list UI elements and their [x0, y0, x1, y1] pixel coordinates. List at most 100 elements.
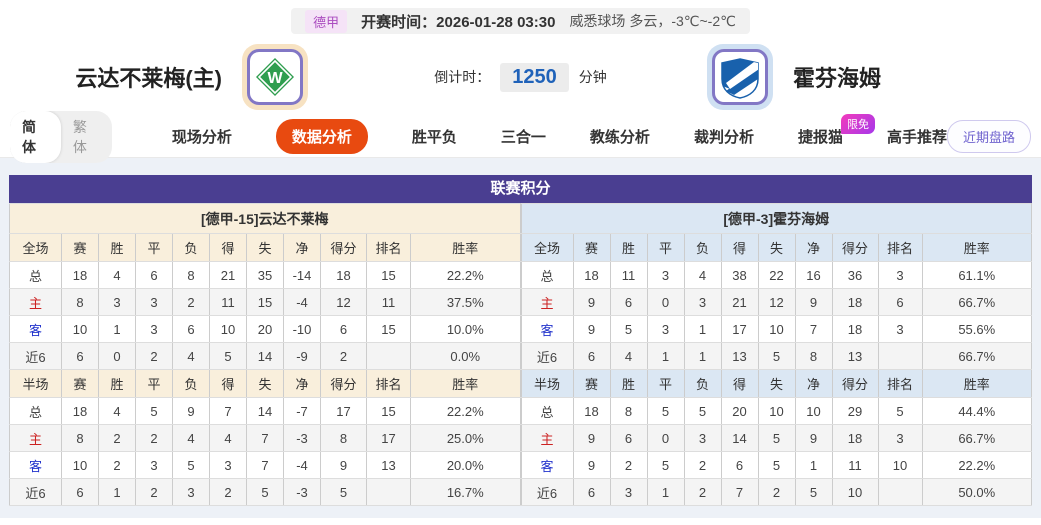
stats-cell: 18	[831, 288, 879, 316]
stats-cell: 2	[209, 478, 247, 506]
stats-cell: 20	[246, 315, 284, 343]
stats-cell: 14	[720, 424, 759, 452]
stats-cell: -10	[283, 315, 321, 343]
stats-cell: 6	[320, 315, 367, 343]
col-header-half-9: 排名	[366, 369, 411, 398]
stats-cell: 3	[683, 288, 722, 316]
stats-row: 客 9 2 5 2 6 5 1 11 10 22.2%	[520, 451, 1032, 479]
stats-cell: 近6	[9, 342, 62, 370]
home-team-name: 云达不莱梅(主)	[75, 66, 222, 91]
col-header-half-2: 胜	[609, 369, 648, 398]
stats-cell: 5	[794, 478, 833, 506]
home-subtitle: [德甲-15]云达不莱梅	[9, 203, 521, 234]
stats-cell: 17	[720, 315, 759, 343]
stats-cell: 37.5%	[410, 288, 521, 316]
stats-cell: 3	[135, 451, 173, 479]
stats-cell: 5	[135, 397, 173, 425]
stats-cell: 2	[609, 451, 648, 479]
tab-expert-recommend[interactable]: 高手推荐	[886, 129, 947, 146]
stats-cell: 2	[135, 478, 173, 506]
stats-cell: 4	[683, 261, 722, 289]
tab-win-draw-lose[interactable]: 胜平负	[411, 129, 457, 146]
stats-cell: 主	[520, 288, 574, 316]
stats-cell: 客	[520, 451, 574, 479]
stats-cell: 3	[172, 478, 210, 506]
stats-cell: 1	[98, 478, 136, 506]
stats-row: 总 18 8 5 5 20 10 10 29 5 44.4%	[520, 397, 1032, 425]
stats-cell: 10	[61, 451, 99, 479]
col-header-half-5: 得	[209, 369, 247, 398]
stats-cell: 近6	[520, 342, 574, 370]
col-header-half-8: 得分	[320, 369, 367, 398]
col-header-full-0: 全场	[9, 233, 62, 262]
tab-jiebao-cat[interactable]: 捷报猫 限免	[798, 114, 875, 147]
col-header-half-4: 负	[172, 369, 210, 398]
stats-cell: 5	[320, 478, 367, 506]
stats-cell: 55.6%	[921, 315, 1032, 343]
stats-cell: 15	[366, 261, 411, 289]
stats-cell: 66.7%	[921, 288, 1032, 316]
stats-cell: 6	[172, 315, 210, 343]
col-header-half-6: 失	[246, 369, 284, 398]
stats-cell: 21	[720, 288, 759, 316]
kickoff-label: 开赛时间：	[361, 13, 437, 31]
stats-cell: 5	[172, 451, 210, 479]
tab-data-analysis[interactable]: 数据分析	[275, 119, 368, 154]
column-header-row: 全场赛胜平负得失净得分 排名 胜率	[520, 233, 1032, 262]
svg-text:W: W	[267, 70, 283, 87]
col-header-full-5: 得	[209, 233, 247, 262]
away-subtitle: [德甲-3]霍芬海姆	[520, 203, 1032, 234]
stats-cell: 9	[320, 451, 367, 479]
stats-cell: 21	[209, 261, 247, 289]
column-header-row: 全场赛胜平负得失净得分 排名 胜率	[9, 233, 521, 262]
col-header-half-8: 得分	[831, 369, 879, 398]
col-header-half-1: 赛	[572, 369, 611, 398]
stats-cell: 8	[320, 424, 367, 452]
recent-trend-button[interactable]: 近期盘路	[946, 120, 1031, 153]
stats-cell: 66.7%	[921, 342, 1032, 370]
stats-cell: 9	[172, 397, 210, 425]
tab-three-in-one[interactable]: 三合一	[500, 129, 546, 146]
col-header-full-8: 得分	[320, 233, 367, 262]
tab-coach-analysis[interactable]: 教练分析	[589, 129, 650, 146]
countdown-value: 1250	[500, 62, 569, 92]
tab-referee-analysis[interactable]: 裁判分析	[693, 129, 754, 146]
teams-header: 云达不莱梅(主) W 倒计时： 1250 分钟	[0, 38, 1041, 116]
stats-cell: 3	[877, 315, 923, 343]
stats-cell: -9	[283, 342, 321, 370]
stats-cell: 2	[172, 288, 210, 316]
stats-cell: 5	[683, 397, 722, 425]
stats-cell: 8	[172, 261, 210, 289]
stats-cell: 0	[646, 288, 685, 316]
stats-cell: 10	[209, 315, 247, 343]
stats-row: 客 10 1 3 6 10 20 -10 6 15 10.0%	[9, 315, 521, 343]
stats-cell: 13	[831, 342, 879, 370]
league-badge[interactable]: 德甲	[305, 9, 348, 33]
away-team-name: 霍芬海姆	[793, 66, 882, 91]
col-header-full-3: 平	[646, 233, 685, 262]
stats-cell: -3	[283, 478, 321, 506]
stats-cell: 1	[98, 315, 136, 343]
col-header-full-1: 赛	[61, 233, 99, 262]
lang-simplified-button[interactable]: 简体	[10, 110, 61, 163]
stats-cell: 17	[366, 424, 411, 452]
stats-row: 总 18 11 3 4 38 22 16 36 3 61.1%	[520, 261, 1032, 289]
stats-cell: 50.0%	[921, 478, 1032, 506]
match-info-strip: 德甲 开赛时间：2026-01-28 03:30 威悉球场 多云，-3℃~-2℃	[0, 0, 1041, 34]
stats-cell: 22.2%	[410, 261, 521, 289]
stats-cell: 5	[246, 478, 284, 506]
col-header-full-1: 赛	[572, 233, 611, 262]
stats-cell: 10	[831, 478, 879, 506]
stats-cell: 2	[135, 424, 173, 452]
stats-cell: 6	[135, 261, 173, 289]
content-area: 联赛积分 [德甲-15]云达不莱梅 全场赛胜平负得失净得分 排名 胜率总 18 4 6 8 21…	[0, 158, 1041, 518]
stats-cell: 66.7%	[921, 424, 1032, 452]
col-header-full-10: 胜率	[410, 233, 521, 262]
stats-cell: 总	[9, 261, 62, 289]
col-header-half-9: 排名	[877, 369, 923, 398]
col-header-full-6: 失	[246, 233, 284, 262]
stats-cell: 总	[9, 397, 62, 425]
stats-cell: 9	[572, 288, 611, 316]
lang-traditional-button[interactable]: 繁体	[72, 118, 87, 155]
tab-live-analysis[interactable]: 现场分析	[171, 129, 232, 146]
